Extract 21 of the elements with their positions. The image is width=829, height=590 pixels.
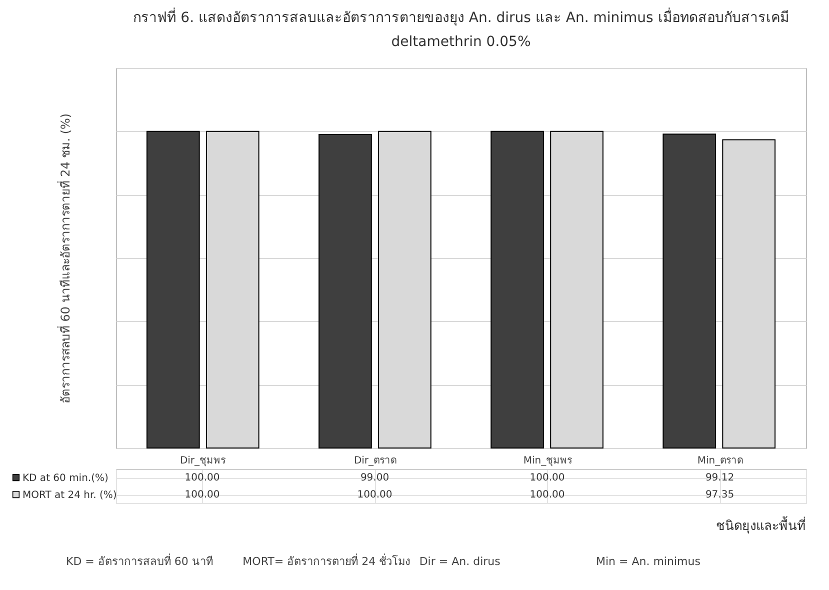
x-tick-label: Min_ตราด xyxy=(697,456,744,466)
text: KD = อัตราการสลบที่ 60 นาที xyxy=(66,553,213,568)
x-tick-label: Dir_ตราด xyxy=(354,456,397,466)
data-label: 100.00 xyxy=(184,490,220,500)
legend-label: MORT at 24 hr. (%) xyxy=(22,490,117,501)
data-label: 100.00 xyxy=(184,472,220,484)
chart-title: กราฟที่ 6. แสดงอัตราการสลบและอัตราการตายของยุง An. dirus และ An. minimus เมื่อทดสอบกับสารเคมี deltamethrin 0.05% xyxy=(133,8,789,50)
x-tick-label: Min_ชุมพร xyxy=(523,456,574,466)
text: Dir = An. dirus xyxy=(419,555,501,568)
y-axis-title: อัตราการสลบที่ 60 นาทีและอัตราการตายที่ 24 ชม. (%) xyxy=(56,113,72,404)
data-label: 99.12 xyxy=(705,472,734,484)
data-label: 100.00 xyxy=(530,472,565,484)
legend-label: KD at 60 min.(%) xyxy=(22,473,109,484)
data-label: 99.00 xyxy=(360,472,390,484)
data-label: 100.00 xyxy=(357,490,392,500)
data-label: 97.35 xyxy=(705,490,734,500)
x-axis-title: ชนิดยุงและพื้นที่ xyxy=(716,516,806,534)
x-tick-label: Dir_ชุมพร xyxy=(180,456,227,466)
text: Min = An. minimus xyxy=(596,555,701,568)
data-label: 100.00 xyxy=(530,490,565,500)
text: MORT= อัตราการตายที่ 24 ชั่วโมง xyxy=(242,553,410,568)
